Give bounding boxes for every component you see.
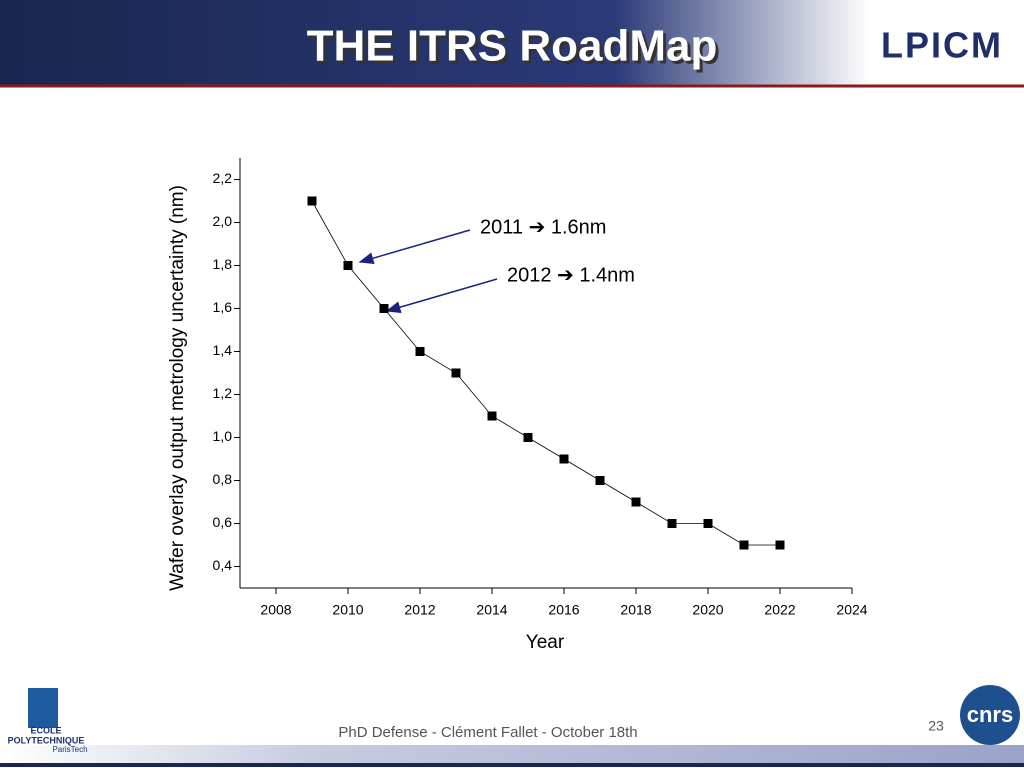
page-number: 23 xyxy=(928,718,944,734)
y-tick-label: 0,8 xyxy=(213,471,233,487)
y-tick-label: 2,0 xyxy=(213,213,233,229)
point xyxy=(667,519,677,528)
x-tick-label: 2012 xyxy=(404,602,435,618)
header-band xyxy=(0,0,1024,85)
point xyxy=(415,347,425,356)
x-axis-label: Year xyxy=(526,632,565,653)
y-tick-label: 1,2 xyxy=(213,385,233,401)
footer-band xyxy=(0,745,1024,763)
point xyxy=(703,519,713,528)
cnrs-logo xyxy=(960,685,1020,745)
series-line xyxy=(311,200,780,546)
y-tick-label: 0,6 xyxy=(213,514,233,530)
lpicm-logo: LPICM xyxy=(881,25,1003,66)
title-shadow: THE ITRS RoadMap xyxy=(310,25,721,74)
point xyxy=(451,368,461,378)
y-tick-label: 1,8 xyxy=(213,256,233,272)
point xyxy=(559,454,569,464)
x-tick-label: 2016 xyxy=(548,602,579,618)
x-tick-label: 2018 xyxy=(620,602,651,618)
y-tick-label: 0,4 xyxy=(213,557,233,573)
point xyxy=(307,196,317,206)
x-logo-text: ÉCOLE xyxy=(30,725,61,735)
x-logo-text: ParisTech xyxy=(52,745,87,754)
point xyxy=(631,497,641,507)
slide-title: THE ITRS RoadMap xyxy=(307,22,718,71)
cnrs-logo-text: cnrs xyxy=(967,702,1013,727)
point xyxy=(775,540,785,550)
arrow xyxy=(385,278,498,313)
x-logo-shield xyxy=(28,688,58,728)
point xyxy=(487,411,497,421)
x-tick-label: 2024 xyxy=(836,602,867,618)
annotation: 2011 ➔ 1.6nm xyxy=(480,216,606,238)
y-tick-label: 2,2 xyxy=(213,170,233,186)
y-tick-label: 1,0 xyxy=(213,428,233,444)
annotation: 2012 ➔ 1.4nm xyxy=(507,264,635,286)
x-tick-label: 2014 xyxy=(476,602,507,618)
x-logo-text: POLYTECHNIQUE xyxy=(8,735,85,745)
point xyxy=(523,433,533,442)
point xyxy=(739,540,749,550)
point xyxy=(343,261,353,270)
y-tick-label: 1,4 xyxy=(213,342,233,358)
point xyxy=(379,304,389,313)
y-axis-label: Wafer overlay output metrology uncertain… xyxy=(167,185,188,591)
footer-text: PhD Defense - Clément Fallet - October 1… xyxy=(338,724,637,741)
y-tick-label: 1,6 xyxy=(213,299,233,315)
x-tick-label: 2008 xyxy=(260,602,291,618)
x-tick-label: 2020 xyxy=(692,602,723,618)
x-tick-label: 2022 xyxy=(764,602,795,618)
point xyxy=(595,476,605,485)
x-tick-label: 2010 xyxy=(332,602,363,618)
arrow xyxy=(358,229,471,264)
